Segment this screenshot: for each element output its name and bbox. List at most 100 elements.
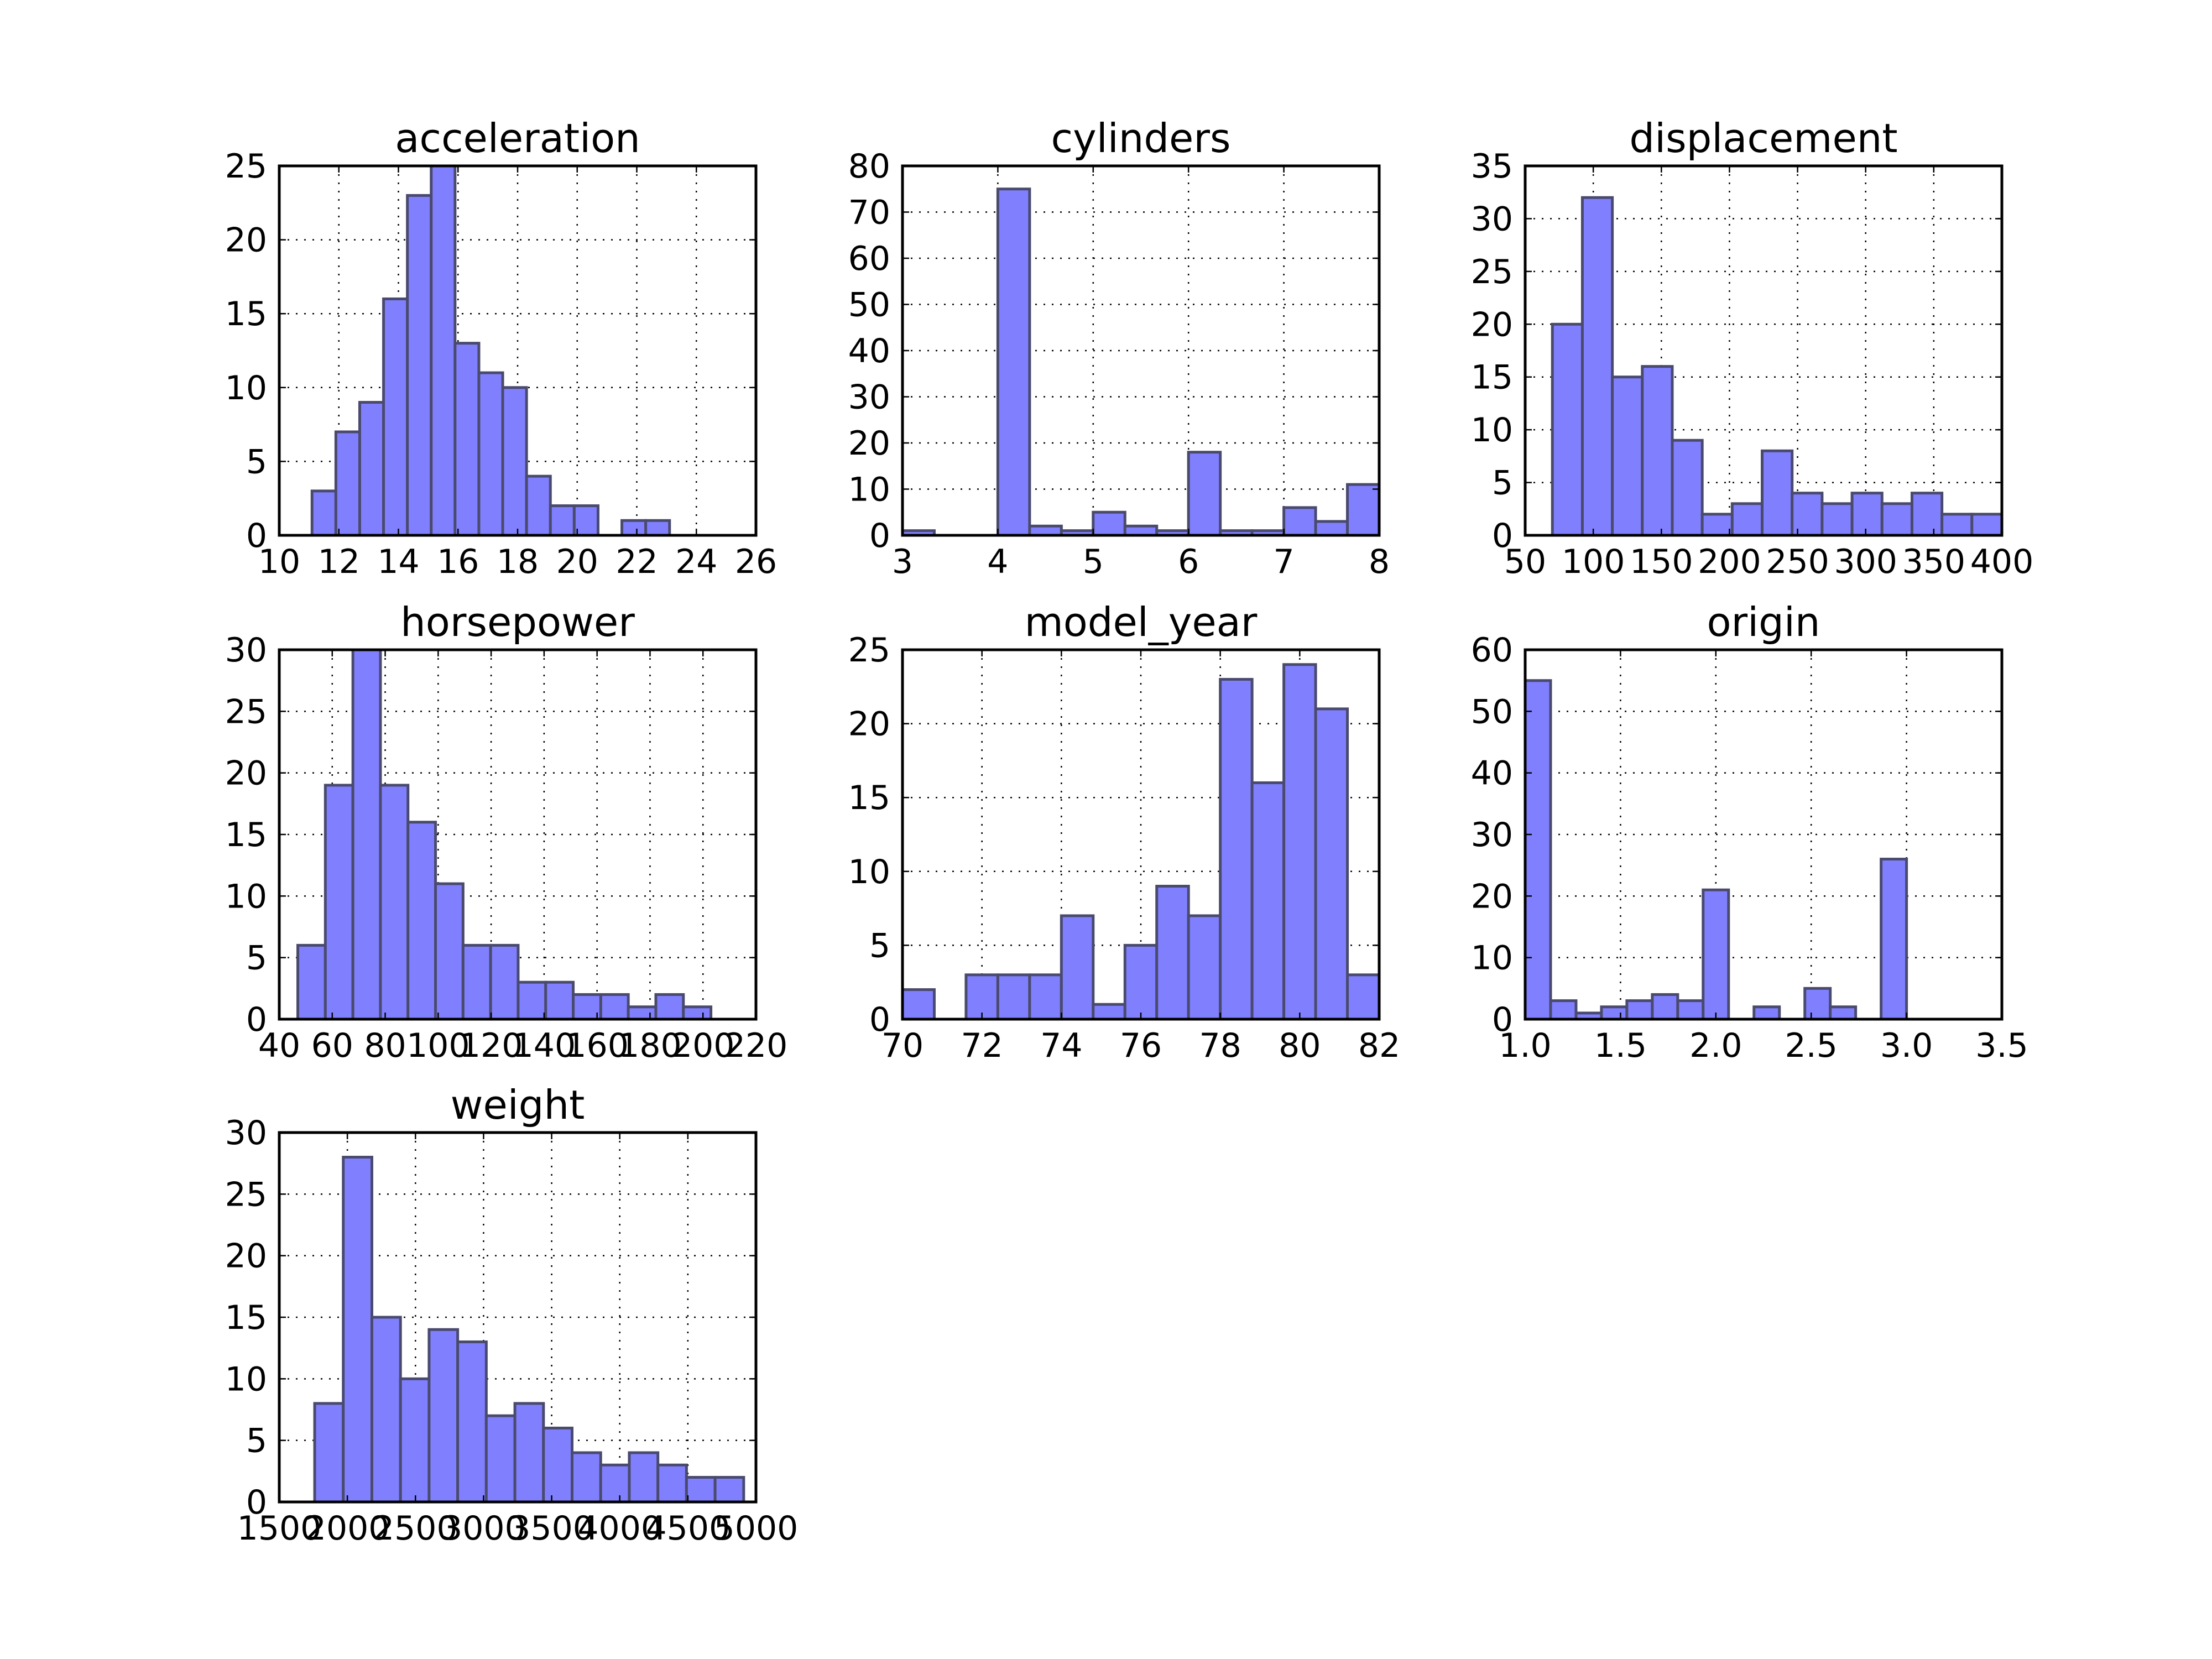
y-tick-label: 0 <box>1492 517 1513 555</box>
x-tick-label: 14 <box>377 542 419 581</box>
y-tick-label: 10 <box>1471 411 1513 450</box>
histogram-bar <box>427 1328 460 1504</box>
y-tick-label: 20 <box>225 754 267 793</box>
histogram-bar <box>599 993 630 1021</box>
histogram-bar <box>1820 502 1854 537</box>
histogram-bar <box>461 943 492 1021</box>
x-tick-label: 200 <box>1698 542 1761 581</box>
histogram-bar <box>1829 1005 1858 1021</box>
x-tick-label: 20 <box>556 542 598 581</box>
histogram-bar <box>513 1402 545 1504</box>
histogram-bar <box>310 489 337 537</box>
x-tick-label: 3.5 <box>1975 1026 2028 1065</box>
x-tick-label: 2.5 <box>1785 1026 1837 1065</box>
x-tick-label: 200 <box>671 1026 735 1065</box>
histogram-bar <box>1970 513 2004 537</box>
x-tick-label: 74 <box>1040 1026 1082 1065</box>
x-tick-label: 350 <box>1902 542 1966 581</box>
y-tick-label: 20 <box>1471 305 1513 344</box>
y-tick-label: 0 <box>1492 1000 1513 1039</box>
histogram-bar <box>599 1463 631 1504</box>
histogram-bar <box>525 474 552 537</box>
panel-acceleration: 10 12 14 16 18 20 22 24 26 0 5 10 15 20 25 acceleration <box>225 115 778 581</box>
x-tick-label: 80 <box>364 1026 406 1065</box>
y-tick-label: 25 <box>225 1175 267 1214</box>
histogram-bar <box>1752 1005 1781 1021</box>
x-tick-label: 24 <box>675 542 717 581</box>
histogram-bar <box>572 504 599 537</box>
y-tick-label: 0 <box>869 1000 890 1039</box>
x-tick-label: 50 <box>1504 542 1546 581</box>
x-tick-label: 4000 <box>577 1509 662 1548</box>
histogram-bar <box>1092 510 1126 537</box>
histogram-bar <box>656 1463 688 1504</box>
x-tick-label: 18 <box>497 542 539 581</box>
histogram-bar <box>1702 888 1730 1021</box>
histogram-bar <box>1940 513 1974 537</box>
histogram-bar <box>1641 365 1674 537</box>
histogram-bar <box>456 1340 488 1504</box>
y-tick-label: 10 <box>848 853 890 891</box>
histogram-bar <box>1651 993 1679 1021</box>
histogram-bar <box>1187 914 1222 1021</box>
x-tick-label: 100 <box>1562 542 1625 581</box>
y-tick-label: 20 <box>225 1237 267 1276</box>
panel-displacement: 50 100 150 200 250 300 350 400 0 5 10 15 20 25 30 35 dis… <box>1471 115 2034 581</box>
panel-title: displacement <box>1629 115 1897 161</box>
x-tick-label: 6 <box>1178 542 1199 581</box>
histogram-bar <box>1700 513 1734 537</box>
histogram-bar <box>1791 492 1824 537</box>
histogram-bar <box>713 1475 745 1504</box>
y-tick-label: 50 <box>848 286 890 325</box>
histogram-bar <box>434 882 465 1021</box>
x-tick-label: 16 <box>437 542 479 581</box>
y-tick-label: 20 <box>1471 877 1513 916</box>
histogram-bar <box>682 1005 713 1021</box>
x-tick-label: 3500 <box>509 1509 594 1548</box>
histogram-bar <box>996 187 1031 537</box>
x-tick-label: 3000 <box>441 1509 526 1548</box>
histogram-bar <box>430 164 457 537</box>
y-tick-label: 25 <box>225 147 267 186</box>
histogram-bar <box>1730 502 1764 537</box>
x-tick-label: 80 <box>1279 1026 1321 1065</box>
x-tick-label: 2000 <box>305 1509 390 1548</box>
y-tick-label: 20 <box>848 424 890 463</box>
histogram-bar <box>296 943 327 1021</box>
y-tick-label: 15 <box>848 779 890 817</box>
x-tick-label: 70 <box>881 1026 924 1065</box>
x-tick-label: 4 <box>987 542 1008 581</box>
histogram-bar <box>1580 196 1614 537</box>
y-tick-label: 30 <box>225 631 267 670</box>
histogram-bar <box>406 821 437 1021</box>
panel-model-year: 70 72 74 76 78 80 82 0 5 10 15 20 25 model_year <box>848 599 1401 1065</box>
y-tick-label: 30 <box>1471 200 1513 238</box>
histogram-bar <box>1314 707 1349 1021</box>
x-tick-label: 400 <box>1970 542 2034 581</box>
y-tick-label: 15 <box>225 816 267 854</box>
histogram-bar <box>1314 520 1349 537</box>
histogram-bar <box>1028 524 1063 537</box>
x-tick-label: 1500 <box>237 1509 322 1548</box>
y-tick-label: 80 <box>848 147 890 186</box>
histogram-bar <box>1600 1005 1629 1021</box>
histogram-bar <box>1880 858 1908 1021</box>
x-tick-label: 8 <box>1369 542 1390 581</box>
histogram-bar <box>571 1451 602 1504</box>
x-tick-label: 180 <box>618 1026 682 1065</box>
histogram-bar <box>477 371 504 537</box>
y-tick-label: 70 <box>848 194 890 232</box>
x-tick-label: 3.0 <box>1880 1026 1933 1065</box>
histogram-bar <box>1123 524 1159 537</box>
y-tick-label: 10 <box>225 369 267 408</box>
x-tick-label: 76 <box>1120 1026 1162 1065</box>
y-tick-label: 30 <box>1471 816 1513 854</box>
histogram-bar <box>379 784 410 1021</box>
histogram-bar <box>1611 375 1644 537</box>
y-tick-label: 5 <box>246 442 267 481</box>
y-tick-label: 10 <box>225 877 267 916</box>
x-tick-label: 120 <box>460 1026 523 1065</box>
histogram-bar <box>685 1475 717 1504</box>
